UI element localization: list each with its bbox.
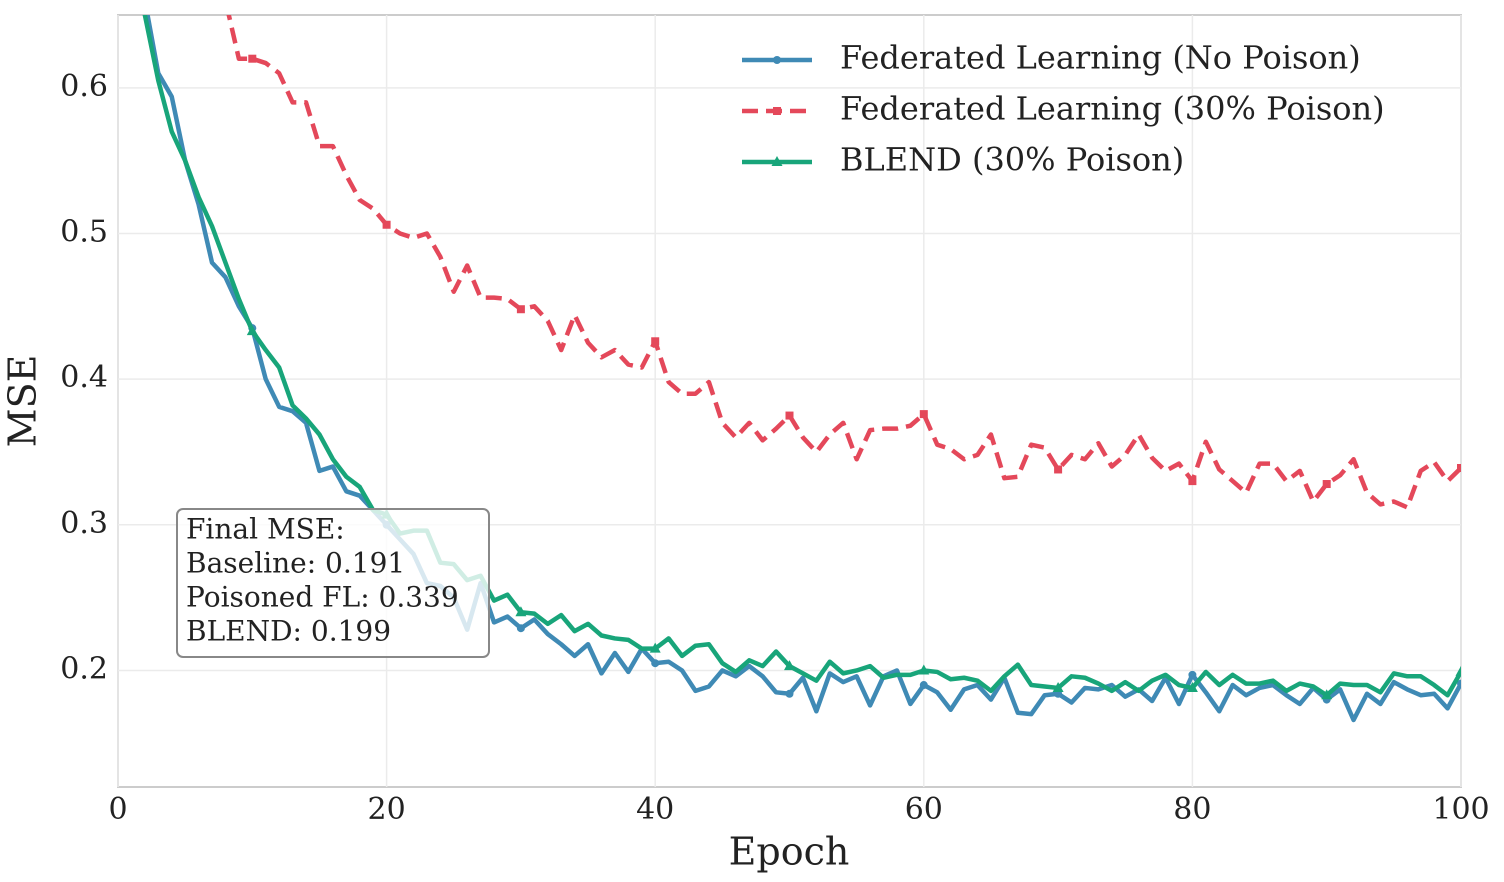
marker [515, 606, 527, 617]
marker [1186, 681, 1198, 692]
marker [785, 411, 794, 420]
marker [649, 642, 661, 653]
marker [1457, 464, 1461, 473]
marker [1188, 670, 1197, 679]
marker [919, 681, 928, 690]
marker [919, 410, 928, 419]
marker [248, 54, 257, 63]
marker [382, 220, 391, 229]
annotation-box [176, 508, 490, 658]
x-tick-label: 40 [636, 792, 674, 827]
line-series [145, 15, 1461, 723]
y-tick-label: 0.2 [60, 651, 108, 686]
y-tick-label: 0.5 [60, 214, 108, 249]
marker [773, 56, 781, 64]
annotation-text: Baseline: 0.191 [186, 547, 405, 580]
marker [651, 659, 660, 668]
marker [651, 337, 660, 346]
x-tick-label: 0 [108, 792, 127, 827]
marker [246, 325, 258, 336]
marker [1455, 665, 1461, 676]
annotation-text: Poisoned FL: 0.339 [186, 581, 459, 614]
x-tick-label: 60 [905, 792, 943, 827]
marker [1054, 465, 1063, 474]
marker [1321, 689, 1333, 700]
x-tick-label: 80 [1173, 792, 1211, 827]
marker [785, 689, 794, 698]
y-tick-label: 0.6 [60, 69, 108, 104]
marker [918, 664, 930, 675]
marker [784, 660, 795, 671]
marker [773, 107, 781, 115]
series-group [142, 15, 1461, 723]
annotation-text: BLEND: 0.199 [186, 615, 391, 648]
legend-label: BLEND (30% Poison) [840, 141, 1184, 179]
marker [771, 156, 783, 166]
y-axis-label: MSE [1, 355, 45, 448]
y-tick-label: 0.3 [60, 506, 108, 541]
marker [516, 624, 525, 633]
line-series [142, 15, 1461, 698]
plot-area [117, 14, 1462, 788]
y-tick-label: 0.4 [60, 360, 108, 395]
annotation-text: Final MSE: [186, 513, 345, 546]
x-tick-label: 20 [368, 792, 406, 827]
legend-label: Federated Learning (No Poison) [840, 39, 1361, 77]
x-tick-label: 100 [1432, 792, 1489, 827]
x-axis-label: Epoch [729, 830, 850, 874]
marker [1188, 477, 1197, 486]
line-series [226, 15, 1461, 510]
marker [516, 305, 525, 314]
grid [117, 15, 1462, 787]
marker [1322, 480, 1331, 489]
legend-label: Federated Learning (30% Poison) [840, 90, 1385, 128]
marker [1052, 681, 1064, 692]
